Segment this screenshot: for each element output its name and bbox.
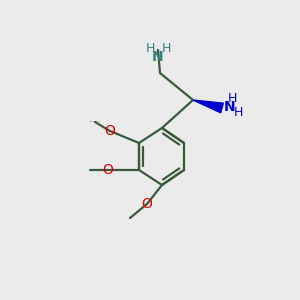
Text: H: H (233, 106, 243, 118)
Text: O: O (105, 124, 116, 138)
Polygon shape (193, 100, 223, 113)
Text: H: H (227, 92, 237, 106)
Text: H: H (145, 41, 155, 55)
Text: O: O (103, 163, 113, 177)
Text: methoxy: methoxy (90, 120, 96, 122)
Text: H: H (161, 41, 171, 55)
Text: methoxy: methoxy (95, 121, 101, 122)
Text: O: O (142, 197, 152, 211)
Text: N: N (152, 50, 164, 64)
Text: N: N (224, 100, 236, 114)
